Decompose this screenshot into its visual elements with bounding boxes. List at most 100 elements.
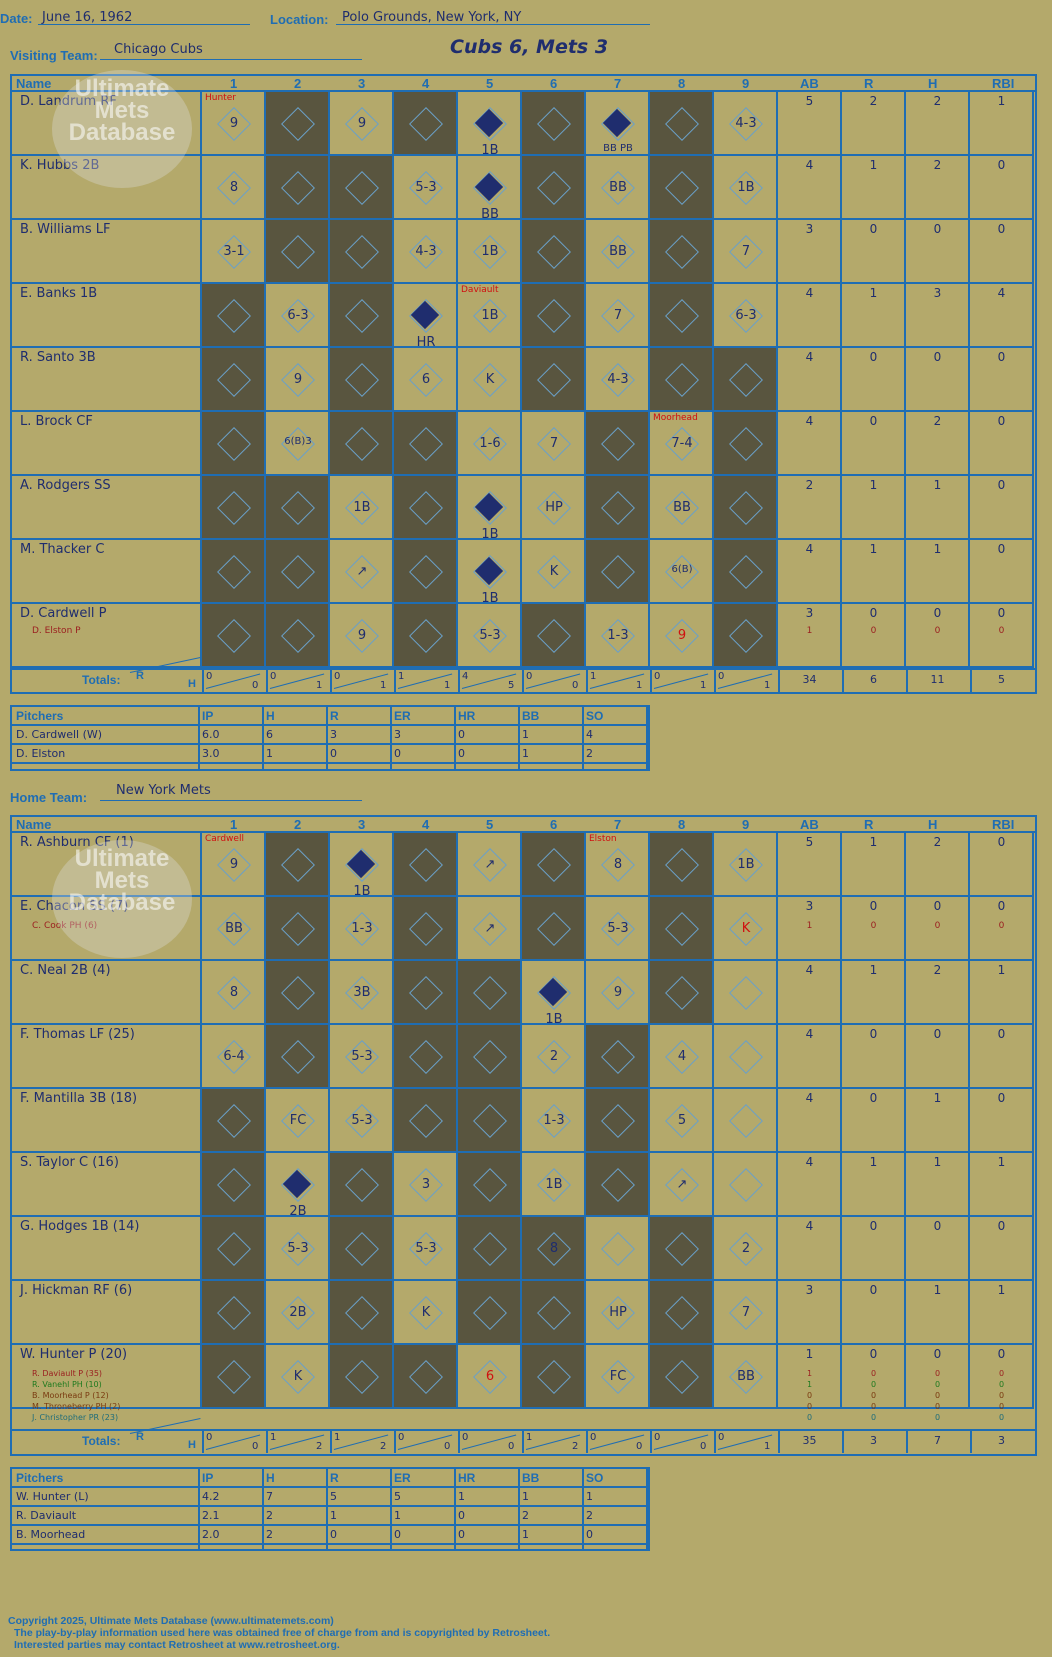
base-diamond-icon — [537, 848, 571, 882]
batter-name: A. Rodgers SS — [20, 478, 111, 493]
inning-cell — [586, 284, 650, 348]
play-notation: ↗ — [484, 857, 496, 872]
pitchers-column-divider — [198, 1469, 200, 1549]
name-cell — [12, 1345, 202, 1409]
inning-cell — [714, 1217, 778, 1281]
inning-runs: 0 — [270, 671, 277, 682]
inning-cell — [202, 156, 266, 220]
name-cell — [12, 1281, 202, 1345]
inning-runs: 0 — [206, 671, 213, 682]
totals-cell-border — [266, 1429, 268, 1453]
inning-cell — [650, 604, 714, 668]
inning-hits: 2 — [316, 1441, 323, 1452]
pitchers-column-er: ER — [394, 1471, 411, 1485]
totals-cell-border — [650, 668, 652, 692]
base-diamond-icon — [409, 912, 443, 946]
totals-label: Totals: — [82, 1434, 121, 1448]
inning-hits: 2 — [572, 1441, 579, 1452]
totals-cell-border — [394, 1429, 396, 1453]
visiting-pitchers-table: Pitchers IP H R ER HR BB SO D. Cardwell (W) 6.0 6 3… — [10, 705, 650, 771]
ultimate-mets-logo-watermark-2: Ultimate Mets Database — [52, 840, 192, 958]
pitchers-column-divider — [262, 707, 264, 769]
play-notation: HP — [545, 500, 563, 515]
retrosheet-contact: Interested parties may contact Retroshee… — [14, 1639, 340, 1651]
substitute-name: R. Daviault P (35) — [32, 1369, 103, 1378]
base-diamond-icon — [473, 1296, 507, 1330]
total-rbi: 5 — [998, 673, 1005, 686]
name-cell — [12, 284, 202, 348]
inning-cell — [330, 897, 394, 961]
pitcher-stat: 0 — [458, 1528, 465, 1541]
inning-cell — [394, 1345, 458, 1409]
base-diamond-icon — [409, 555, 443, 589]
base-diamond-icon — [729, 363, 763, 397]
inning-cell — [394, 348, 458, 412]
inning-cell — [266, 284, 330, 348]
batter-name: W. Hunter P (20) — [20, 1347, 128, 1362]
totals-h-label: H — [188, 678, 196, 690]
pitchers-column-ip: IP — [202, 1471, 214, 1485]
inning-cell — [202, 92, 266, 156]
base-diamond-icon — [409, 1040, 443, 1074]
column-header-inning-5: 5 — [486, 76, 494, 91]
pitcher-stat: 0 — [394, 1528, 401, 1541]
inning-cell — [202, 348, 266, 412]
stat-cell — [906, 961, 970, 1025]
pitcher-stat: 1 — [266, 747, 273, 760]
play-notation: HR — [416, 335, 436, 350]
totals-cell-border — [970, 1429, 972, 1453]
play-notation: FC — [609, 1369, 627, 1384]
play-notation: 1B — [481, 308, 499, 323]
total-rbi: 3 — [998, 1434, 1005, 1447]
inning-cell — [330, 476, 394, 540]
stat-h: 1 — [933, 1155, 942, 1169]
inning-cell — [458, 1089, 522, 1153]
totals-cell-border — [906, 668, 908, 692]
inning-cell — [714, 833, 778, 897]
inning-cell — [586, 156, 650, 220]
inning-cell — [650, 220, 714, 284]
play-notation: BB — [609, 244, 627, 259]
base-diamond-icon — [217, 555, 251, 589]
base-diamond-icon — [601, 1168, 635, 1202]
play-notation: 1B — [737, 857, 755, 872]
play-notation: 9 — [357, 628, 367, 643]
pitchers-column-h: H — [266, 1471, 275, 1485]
stat-h: 0 — [933, 222, 942, 236]
totals-cell-border — [266, 668, 268, 692]
substitute-rbi: 0 — [998, 626, 1005, 636]
substitute-rbi: 0 — [998, 1402, 1005, 1411]
column-header-inning-4: 4 — [422, 76, 430, 91]
play-notation: 6(B)3 — [284, 436, 312, 447]
play-notation: 4 — [677, 1049, 687, 1064]
pitchers-column-divider — [454, 1469, 456, 1549]
play-notation: BB — [737, 1369, 755, 1384]
inning-cell — [650, 412, 714, 476]
inning-cell — [522, 156, 586, 220]
inning-cell — [522, 284, 586, 348]
inning-cell — [458, 1281, 522, 1345]
play-notation: 1-3 — [607, 628, 629, 643]
inning-cell — [714, 1153, 778, 1217]
inning-cell — [394, 92, 458, 156]
play-notation: 1B — [737, 180, 755, 195]
inning-cell — [202, 961, 266, 1025]
base-diamond-icon — [537, 299, 571, 333]
inning-cell — [714, 604, 778, 668]
inning-cell — [586, 604, 650, 668]
column-header-ab: AB — [800, 817, 819, 832]
stat-ab: 3 — [805, 1283, 814, 1297]
home-team-value: New York Mets — [116, 783, 211, 798]
inning-cell — [394, 604, 458, 668]
name-cell — [12, 476, 202, 540]
stat-cell — [970, 220, 1034, 284]
base-diamond-icon — [217, 363, 251, 397]
stat-cell — [970, 1281, 1034, 1345]
base-diamond-icon — [409, 848, 443, 882]
play-notation: 1B — [481, 143, 499, 158]
play-notation: 4-3 — [735, 116, 757, 131]
stat-rbi: 0 — [997, 1347, 1006, 1361]
pitchers-column-bb: BB — [522, 709, 540, 723]
name-cell — [12, 1025, 202, 1089]
totals-cell-border — [394, 668, 396, 692]
